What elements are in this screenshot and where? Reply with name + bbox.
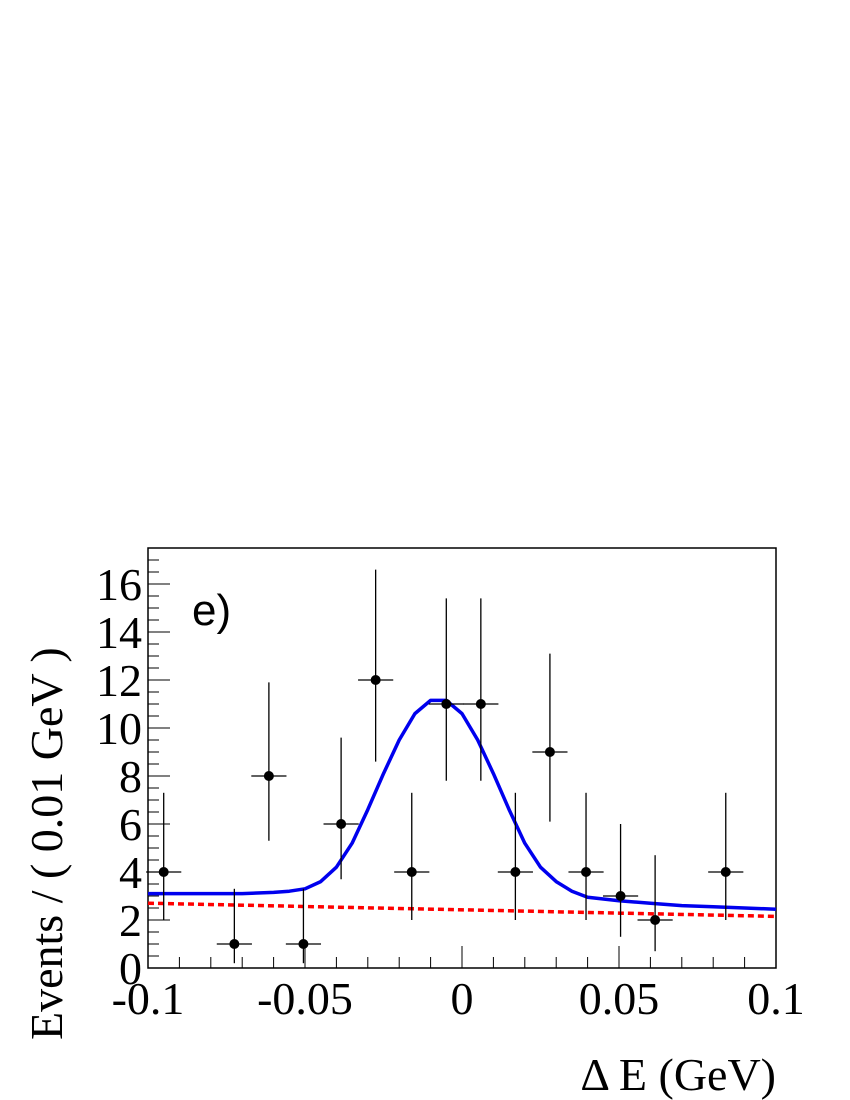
x-tick-label: 0: [451, 973, 474, 1024]
data-marker: [158, 867, 169, 877]
data-point: [216, 888, 252, 964]
x-axis-ticks: -0.1 -0.05 0 0.05 0.1: [112, 946, 805, 1024]
y-tick-label: 10: [96, 703, 142, 754]
x-tick-label: -0.1: [112, 973, 185, 1024]
data-marker: [229, 939, 240, 949]
data-marker: [581, 867, 592, 877]
data-points: [146, 569, 744, 964]
data-point: [602, 824, 639, 937]
y-tick-label: 2: [119, 895, 142, 946]
data-marker: [475, 699, 486, 709]
y-tick-label: 8: [119, 751, 142, 802]
data-marker: [544, 747, 555, 757]
data-marker: [720, 867, 731, 877]
total-fit-curve: [148, 698, 777, 911]
data-marker: [650, 915, 661, 925]
y-tick-label: 0: [119, 943, 142, 994]
y-tick-label: 16: [96, 559, 142, 610]
data-point: [637, 855, 673, 952]
x-tick-label: -0.05: [257, 973, 353, 1024]
data-marker: [510, 867, 521, 877]
y-tick-label: 4: [119, 847, 142, 898]
data-marker: [441, 699, 452, 709]
data-point: [146, 792, 182, 920]
data-marker: [263, 771, 274, 781]
data-point: [251, 682, 287, 841]
data-point: [358, 569, 394, 762]
y-tick-label: 12: [96, 655, 142, 706]
data-point: [394, 792, 430, 920]
background-fit-curve: [147, 901, 777, 919]
y-tick-label: 14: [96, 607, 142, 658]
data-marker: [615, 891, 626, 901]
data-point: [532, 653, 568, 822]
data-point: [463, 598, 499, 781]
y-axis-title: Events / ( 0.01 GeV ): [21, 647, 72, 1040]
data-point: [285, 888, 322, 964]
data-marker: [406, 867, 417, 877]
data-point: [428, 598, 464, 781]
x-tick-label: 0.1: [747, 973, 805, 1024]
data-marker: [370, 675, 381, 685]
data-marker: [298, 939, 309, 949]
y-tick-label: 6: [119, 799, 142, 850]
data-marker: [336, 819, 347, 829]
data-point: [497, 792, 533, 920]
data-point: [708, 792, 744, 920]
data-point: [323, 737, 359, 880]
data-point: [568, 792, 604, 920]
panel-label: e): [192, 586, 231, 635]
x-axis-title: Δ E (GeV): [580, 1049, 776, 1100]
fit-curves: [147, 698, 777, 919]
x-tick-label: 0.05: [579, 973, 660, 1024]
